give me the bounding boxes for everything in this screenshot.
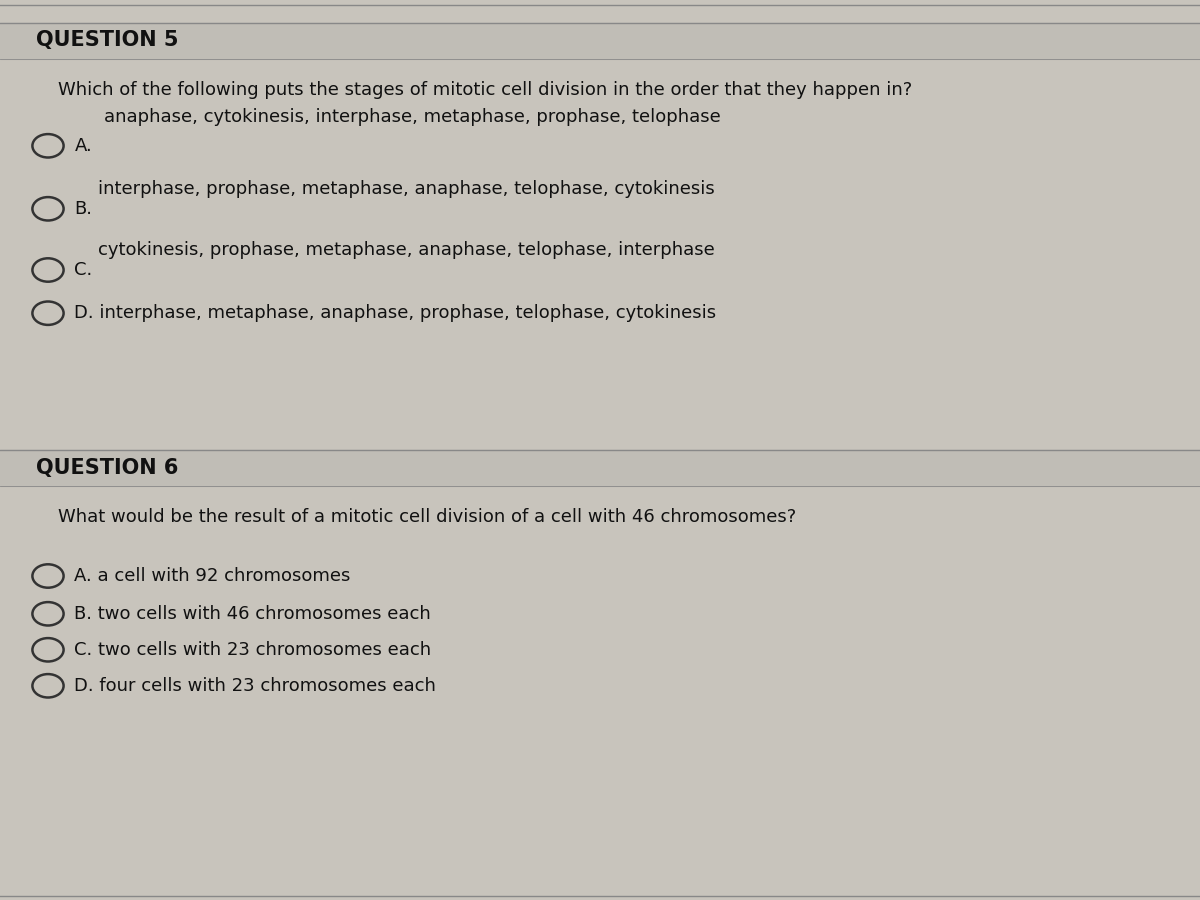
Text: cytokinesis, prophase, metaphase, anaphase, telophase, interphase: cytokinesis, prophase, metaphase, anapha… [98, 241, 715, 259]
Text: QUESTION 6: QUESTION 6 [36, 458, 179, 478]
Text: B.: B. [74, 200, 92, 218]
Bar [0, 22, 1200, 58]
Text: interphase, prophase, metaphase, anaphase, telophase, cytokinesis: interphase, prophase, metaphase, anaphas… [98, 180, 715, 198]
Text: Which of the following puts the stages of mitotic cell division in the order tha: Which of the following puts the stages o… [58, 81, 912, 99]
Text: What would be the result of a mitotic cell division of a cell with 46 chromosome: What would be the result of a mitotic ce… [58, 508, 796, 526]
Text: QUESTION 5: QUESTION 5 [36, 31, 179, 50]
Text: D. four cells with 23 chromosomes each: D. four cells with 23 chromosomes each [74, 677, 437, 695]
Bar [0, 450, 1200, 486]
Text: A. a cell with 92 chromosomes: A. a cell with 92 chromosomes [74, 567, 350, 585]
Text: A.: A. [74, 137, 92, 155]
Text: C. two cells with 23 chromosomes each: C. two cells with 23 chromosomes each [74, 641, 432, 659]
Text: anaphase, cytokinesis, interphase, metaphase, prophase, telophase: anaphase, cytokinesis, interphase, metap… [58, 108, 720, 126]
Text: B. two cells with 46 chromosomes each: B. two cells with 46 chromosomes each [74, 605, 431, 623]
Text: D. interphase, metaphase, anaphase, prophase, telophase, cytokinesis: D. interphase, metaphase, anaphase, prop… [74, 304, 716, 322]
Text: C.: C. [74, 261, 92, 279]
